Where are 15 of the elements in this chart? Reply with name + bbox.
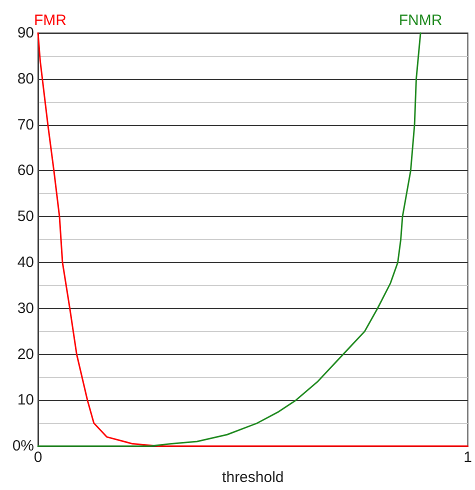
y-tick-label: 80 (17, 70, 34, 88)
series-label: FNMR (398, 12, 442, 29)
x-axis-title: threshold (222, 469, 284, 486)
y-tick-label: 20 (17, 346, 34, 363)
x-tick-label: 0 (34, 449, 42, 466)
y-tick-label: 50 (17, 208, 34, 226)
y-tick-label: 60 (17, 162, 34, 180)
series-label: FMR (34, 12, 67, 29)
y-tick-label: 90 (17, 24, 34, 42)
y-tick-label: 30 (17, 300, 34, 317)
y-tick-label: 70 (17, 116, 34, 134)
y-tick-label: 10 (17, 392, 34, 409)
y-tick-label: 0% (12, 438, 34, 455)
y-tick-label: 40 (17, 254, 34, 271)
x-tick-label: 1 (464, 449, 472, 466)
